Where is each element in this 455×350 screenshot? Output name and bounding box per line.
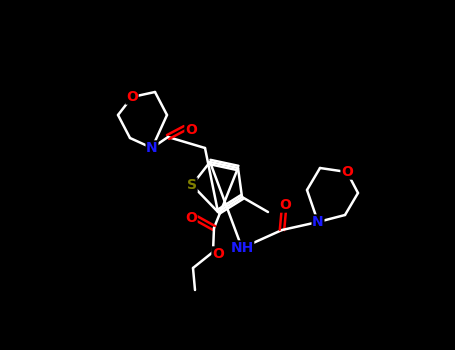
Text: O: O [212, 247, 224, 261]
Text: N: N [312, 215, 324, 229]
Text: O: O [279, 198, 291, 212]
Text: O: O [341, 165, 353, 179]
Text: O: O [185, 123, 197, 137]
Text: O: O [185, 211, 197, 225]
Text: NH: NH [230, 241, 253, 255]
Text: O: O [126, 90, 138, 104]
Text: S: S [187, 178, 197, 192]
Text: N: N [146, 141, 158, 155]
